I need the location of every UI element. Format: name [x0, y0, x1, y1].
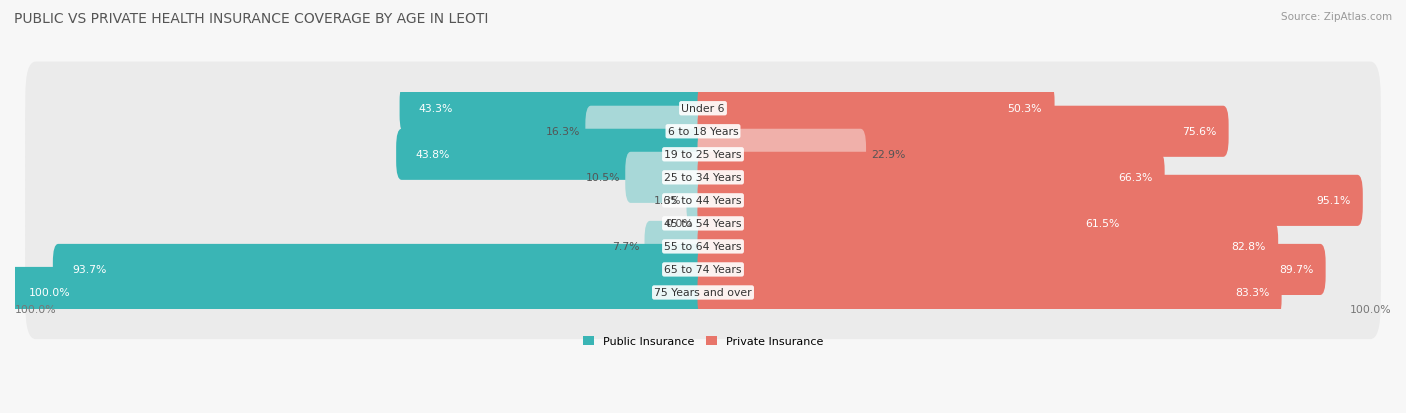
Text: 45 to 54 Years: 45 to 54 Years — [664, 219, 742, 229]
FancyBboxPatch shape — [25, 62, 1381, 156]
FancyBboxPatch shape — [10, 267, 709, 318]
Text: Source: ZipAtlas.com: Source: ZipAtlas.com — [1281, 12, 1392, 22]
Text: 1.6%: 1.6% — [654, 196, 682, 206]
Text: Under 6: Under 6 — [682, 104, 724, 114]
Text: PUBLIC VS PRIVATE HEALTH INSURANCE COVERAGE BY AGE IN LEOTI: PUBLIC VS PRIVATE HEALTH INSURANCE COVER… — [14, 12, 488, 26]
FancyBboxPatch shape — [697, 221, 1278, 272]
FancyBboxPatch shape — [25, 131, 1381, 224]
Text: 83.3%: 83.3% — [1234, 288, 1270, 298]
FancyBboxPatch shape — [585, 107, 709, 157]
Text: 100.0%: 100.0% — [28, 288, 70, 298]
Text: 75.6%: 75.6% — [1182, 127, 1216, 137]
Text: 55 to 64 Years: 55 to 64 Years — [664, 242, 742, 252]
Text: 82.8%: 82.8% — [1232, 242, 1265, 252]
FancyBboxPatch shape — [396, 129, 709, 180]
Text: 0.0%: 0.0% — [665, 219, 693, 229]
FancyBboxPatch shape — [697, 267, 1282, 318]
FancyBboxPatch shape — [25, 246, 1381, 339]
FancyBboxPatch shape — [25, 108, 1381, 202]
Text: 95.1%: 95.1% — [1316, 196, 1350, 206]
FancyBboxPatch shape — [25, 177, 1381, 271]
Text: 7.7%: 7.7% — [612, 242, 640, 252]
FancyBboxPatch shape — [25, 200, 1381, 293]
Text: 75 Years and over: 75 Years and over — [654, 288, 752, 298]
FancyBboxPatch shape — [697, 198, 1132, 249]
FancyBboxPatch shape — [25, 85, 1381, 178]
Text: 100.0%: 100.0% — [15, 304, 56, 314]
Text: 61.5%: 61.5% — [1085, 219, 1119, 229]
Text: 50.3%: 50.3% — [1008, 104, 1042, 114]
Text: 35 to 44 Years: 35 to 44 Years — [664, 196, 742, 206]
Text: 25 to 34 Years: 25 to 34 Years — [664, 173, 742, 183]
Text: 10.5%: 10.5% — [586, 173, 620, 183]
FancyBboxPatch shape — [697, 176, 1362, 226]
Text: 89.7%: 89.7% — [1279, 265, 1313, 275]
Text: 43.8%: 43.8% — [415, 150, 450, 160]
Text: 16.3%: 16.3% — [546, 127, 581, 137]
Text: 43.3%: 43.3% — [419, 104, 453, 114]
FancyBboxPatch shape — [644, 221, 709, 272]
FancyBboxPatch shape — [697, 244, 1326, 295]
FancyBboxPatch shape — [626, 152, 709, 203]
FancyBboxPatch shape — [697, 83, 1054, 135]
FancyBboxPatch shape — [25, 154, 1381, 247]
Text: 100.0%: 100.0% — [1350, 304, 1391, 314]
FancyBboxPatch shape — [53, 244, 709, 295]
Text: 65 to 74 Years: 65 to 74 Years — [664, 265, 742, 275]
Text: 93.7%: 93.7% — [72, 265, 107, 275]
FancyBboxPatch shape — [399, 83, 709, 135]
Text: 19 to 25 Years: 19 to 25 Years — [664, 150, 742, 160]
Legend: Public Insurance, Private Insurance: Public Insurance, Private Insurance — [579, 332, 827, 351]
FancyBboxPatch shape — [697, 152, 1164, 203]
Text: 22.9%: 22.9% — [870, 150, 905, 160]
FancyBboxPatch shape — [697, 129, 866, 180]
Text: 6 to 18 Years: 6 to 18 Years — [668, 127, 738, 137]
FancyBboxPatch shape — [25, 223, 1381, 316]
Text: 66.3%: 66.3% — [1118, 173, 1153, 183]
FancyBboxPatch shape — [686, 176, 709, 226]
FancyBboxPatch shape — [697, 107, 1229, 157]
